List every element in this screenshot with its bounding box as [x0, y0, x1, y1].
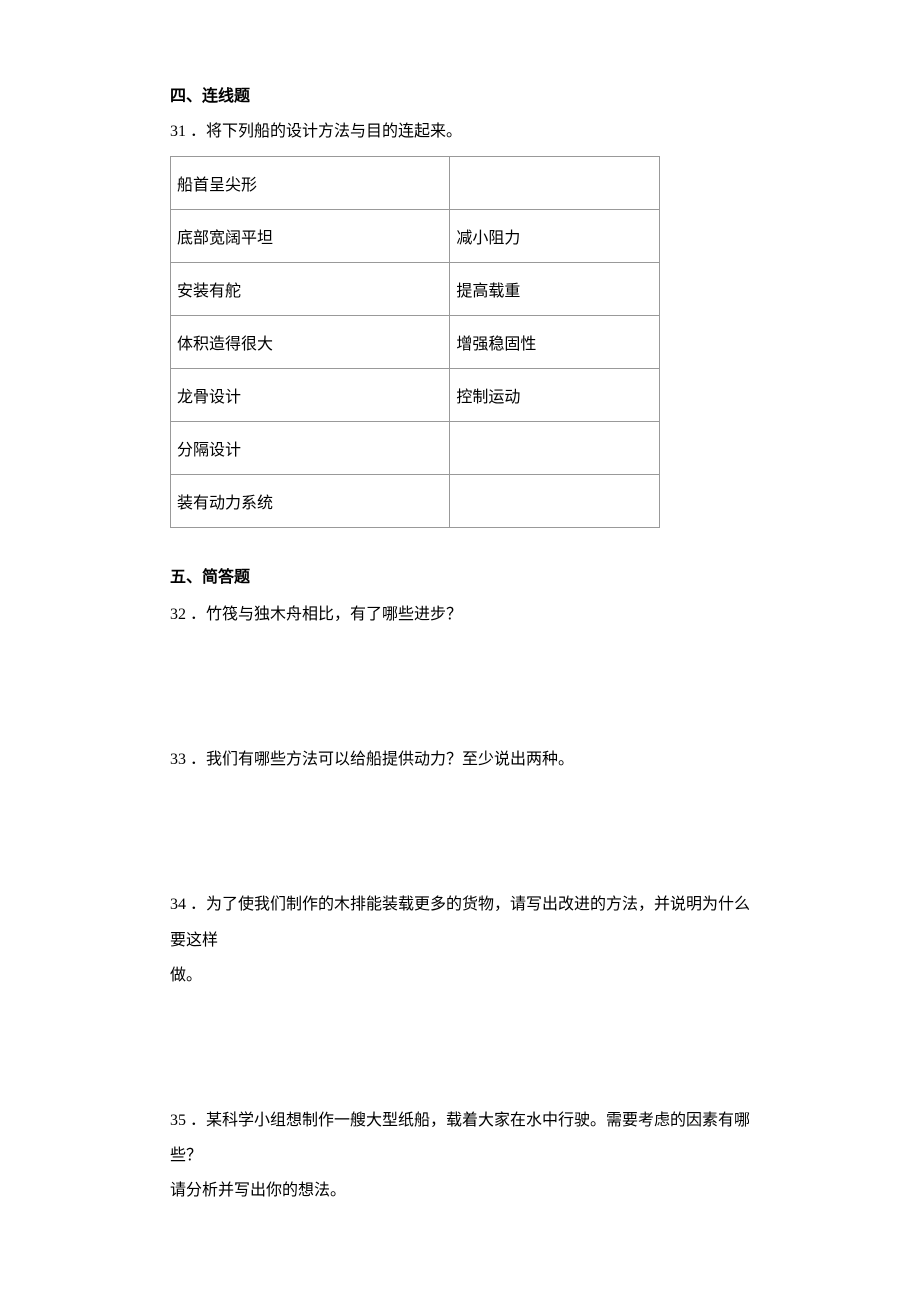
table-cell-right: 增强稳固性 — [450, 316, 660, 369]
table-row: 底部宽阔平坦 减小阻力 — [171, 210, 660, 263]
table-cell-left: 体积造得很大 — [171, 316, 450, 369]
question-34: 34 ．为了使我们制作的木排能装载更多的货物，请写出改进的方法，并说明为什么要这… — [170, 887, 750, 993]
table-row: 分隔设计 — [171, 422, 660, 475]
question-33-line: 33 ．我们有哪些方法可以给船提供动力？至少说出两种。 — [170, 742, 750, 777]
question-33: 33 ．我们有哪些方法可以给船提供动力？至少说出两种。 — [170, 742, 750, 777]
table-row: 装有动力系统 — [171, 475, 660, 528]
question-35-line2: 请分析并写出你的想法。 — [170, 1173, 750, 1208]
table-row: 船首呈尖形 — [171, 157, 660, 210]
question-32-text: ．竹筏与独木舟相比，有了哪些进步？ — [190, 606, 462, 623]
section-5: 五、简答题 32 ．竹筏与独木舟相比，有了哪些进步？ 33 ．我们有哪些方法可以… — [170, 563, 750, 1209]
question-34-number: 34 — [170, 887, 186, 922]
question-32-line: 32 ．竹筏与独木舟相比，有了哪些进步？ — [170, 597, 750, 632]
question-31-number: 31 — [170, 116, 186, 148]
question-31-line: 31 ．将下列船的设计方法与目的连起来。 — [170, 116, 750, 148]
question-34-text1: ．为了使我们制作的木排能装载更多的货物，请写出改进的方法，并说明为什么要这样 — [170, 896, 750, 948]
table-row: 安装有舵 提高载重 — [171, 263, 660, 316]
question-35: 35 ．某科学小组想制作一艘大型纸船，载着大家在水中行驶。需要考虑的因素有哪些？… — [170, 1103, 750, 1209]
question-34-line2: 做。 — [170, 958, 750, 993]
table-cell-left: 船首呈尖形 — [171, 157, 450, 210]
table-row: 体积造得很大 增强稳固性 — [171, 316, 660, 369]
question-35-number: 35 — [170, 1103, 186, 1138]
table-cell-right — [450, 157, 660, 210]
question-33-number: 33 — [170, 742, 186, 777]
table-cell-right: 减小阻力 — [450, 210, 660, 263]
table-cell-right — [450, 422, 660, 475]
table-cell-left: 底部宽阔平坦 — [171, 210, 450, 263]
table-cell-right: 提高载重 — [450, 263, 660, 316]
table-cell-left: 分隔设计 — [171, 422, 450, 475]
section-4-header: 四、连线题 — [170, 82, 750, 106]
question-32-number: 32 — [170, 597, 186, 632]
table-cell-right — [450, 475, 660, 528]
question-33-text: ．我们有哪些方法可以给船提供动力？至少说出两种。 — [190, 751, 574, 768]
table-row: 龙骨设计 控制运动 — [171, 369, 660, 422]
section-4: 四、连线题 31 ．将下列船的设计方法与目的连起来。 船首呈尖形 底部宽阔平坦 … — [170, 82, 750, 528]
question-32: 32 ．竹筏与独木舟相比，有了哪些进步？ — [170, 597, 750, 632]
question-31-text: ．将下列船的设计方法与目的连起来。 — [190, 123, 462, 140]
table-cell-left: 装有动力系统 — [171, 475, 450, 528]
table-cell-right: 控制运动 — [450, 369, 660, 422]
question-35-text1: ．某科学小组想制作一艘大型纸船，载着大家在水中行驶。需要考虑的因素有哪些？ — [170, 1112, 750, 1164]
table-cell-left: 安装有舵 — [171, 263, 450, 316]
question-35-line1: 35 ．某科学小组想制作一艘大型纸船，载着大家在水中行驶。需要考虑的因素有哪些？ — [170, 1103, 750, 1173]
question-34-line1: 34 ．为了使我们制作的木排能装载更多的货物，请写出改进的方法，并说明为什么要这… — [170, 887, 750, 957]
matching-table: 船首呈尖形 底部宽阔平坦 减小阻力 安装有舵 提高载重 体积造得很大 增强稳固性… — [170, 156, 660, 528]
table-cell-left: 龙骨设计 — [171, 369, 450, 422]
section-5-header: 五、简答题 — [170, 563, 750, 587]
